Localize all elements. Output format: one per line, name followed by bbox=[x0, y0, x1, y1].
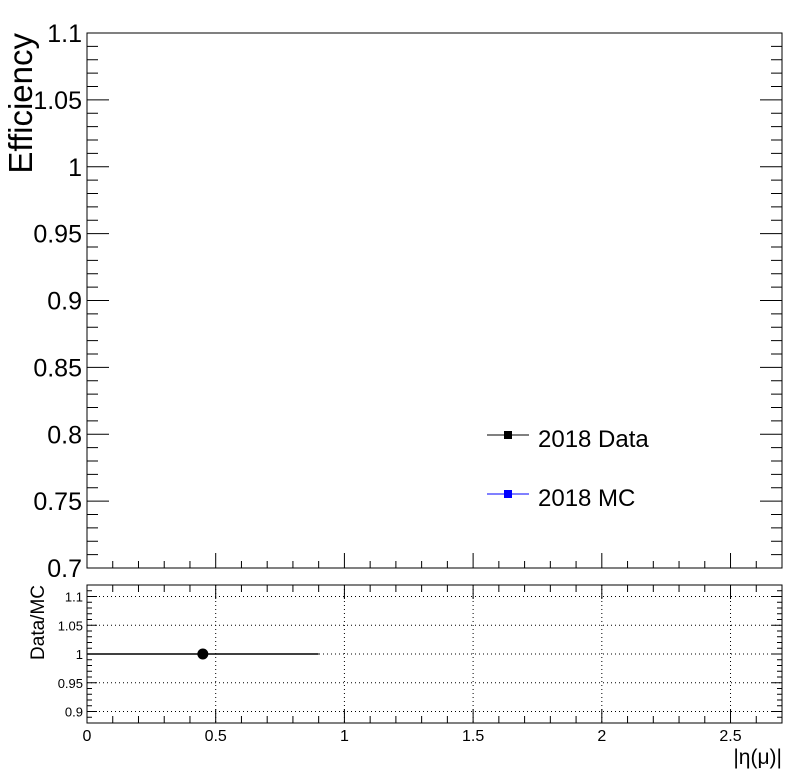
ratio-y-ticks: 0.9 0.95 1 1.05 1.1 bbox=[58, 584, 782, 724]
main-y-tick-label: 0.7 bbox=[47, 555, 82, 583]
ratio-y-axis-label: Data/MC bbox=[28, 585, 49, 660]
ratio-y-tick-label: 0.95 bbox=[58, 676, 83, 691]
ratio-y-tick-label: 1 bbox=[76, 647, 83, 662]
ratio-y-tick-label: 0.9 bbox=[65, 705, 83, 720]
main-y-tick-label: 1.1 bbox=[47, 20, 82, 48]
legend-marker-data bbox=[504, 431, 512, 439]
main-frame bbox=[86, 32, 783, 569]
legend-entry-mc: 2018 MC bbox=[487, 485, 635, 512]
ratio-x-tick-label: 2.5 bbox=[719, 728, 741, 745]
ratio-y-tick-label: 1.05 bbox=[58, 618, 83, 633]
ratio-y-tick-label: 1.1 bbox=[65, 590, 83, 605]
main-y-tick-label: 0.8 bbox=[47, 421, 82, 449]
ratio-x-ticks: 0 0.5 1 1.5 2 2.5 bbox=[83, 585, 783, 745]
main-panel: 0.7 0.75 0.8 0.85 0.9 0.95 1 1.05 1.1 Efficiency… bbox=[2, 20, 783, 583]
main-y-ticks: 0.7 0.75 0.8 0.85 0.9 0.95 1 1.05 1.1 bbox=[33, 20, 782, 583]
legend-marker-mc bbox=[504, 490, 512, 498]
ratio-x-tick-label: 2 bbox=[597, 728, 606, 745]
ratio-panel: 0.9 0.95 1 1.05 1.1 0 0.5 1 1.5 2 2.5 Data/MC |η(… bbox=[28, 584, 783, 769]
main-y-tick-label: 1 bbox=[68, 154, 82, 182]
main-x-ticks bbox=[86, 553, 783, 568]
ratio-x-tick-label: 1.5 bbox=[462, 728, 484, 745]
ratio-x-tick-label: 0 bbox=[83, 728, 92, 745]
ratio-points bbox=[87, 648, 319, 660]
main-y-tick-label: 1.05 bbox=[33, 87, 82, 115]
ratio-x-tick-label: 1 bbox=[340, 728, 349, 745]
main-y-tick-label: 0.9 bbox=[47, 288, 82, 316]
ratio-x-tick-label: 0.5 bbox=[205, 728, 227, 745]
ratio-x-axis-label: |η(μ)| bbox=[733, 746, 782, 769]
main-y-tick-label: 0.85 bbox=[33, 354, 82, 382]
main-y-tick-label: 0.75 bbox=[33, 488, 82, 516]
legend-entry-data: 2018 Data bbox=[487, 426, 649, 453]
legend: 2018 Data 2018 MC bbox=[487, 426, 649, 512]
legend-label-data: 2018 Data bbox=[538, 426, 649, 453]
legend-label-mc: 2018 MC bbox=[538, 485, 635, 512]
main-y-axis-label: Efficiency bbox=[2, 33, 39, 174]
main-y-tick-label: 0.95 bbox=[33, 221, 82, 249]
ratio-data-point bbox=[197, 648, 209, 660]
